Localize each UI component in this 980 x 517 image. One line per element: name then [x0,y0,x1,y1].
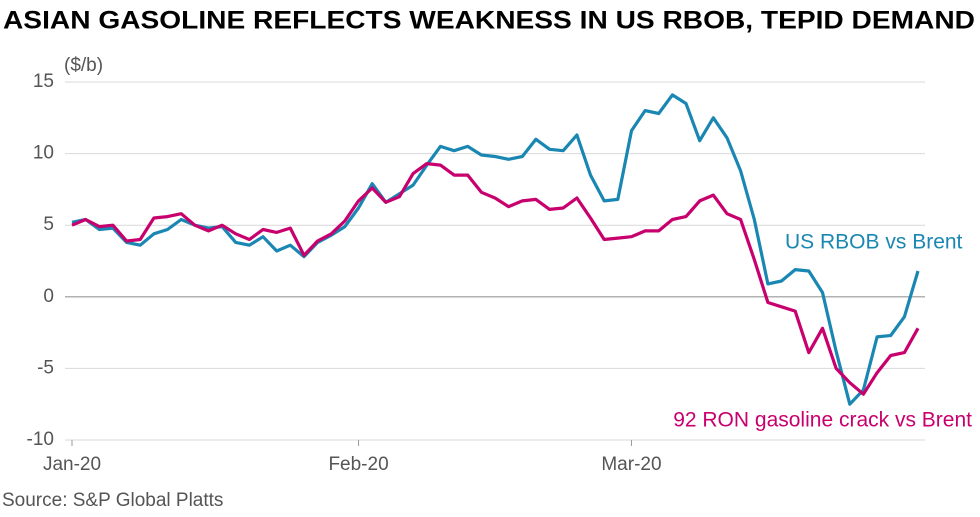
source: Source: S&P Global Platts [2,490,223,511]
y-tick-label: 5 [43,214,54,235]
series-label: US RBOB vs Brent [785,231,963,254]
y-tick-label: 10 [33,143,54,164]
x-tick-label: Jan-20 [43,454,101,475]
y-axis-label: ($/b) [64,55,103,76]
series-label: 92 RON gasoline crack vs Brent [673,409,972,432]
y-tick-label: -10 [27,429,54,450]
y-tick-label: 0 [43,286,54,307]
line-series [71,162,920,396]
chart-title: ASIAN GASOLINE REFLECTS WEAKNESS IN US R… [3,7,975,35]
x-tick-label: Feb-20 [328,454,388,475]
x-tick-label: Mar-20 [601,454,661,475]
y-tick-label: -5 [37,357,54,378]
y-tick-label: 15 [33,71,54,92]
